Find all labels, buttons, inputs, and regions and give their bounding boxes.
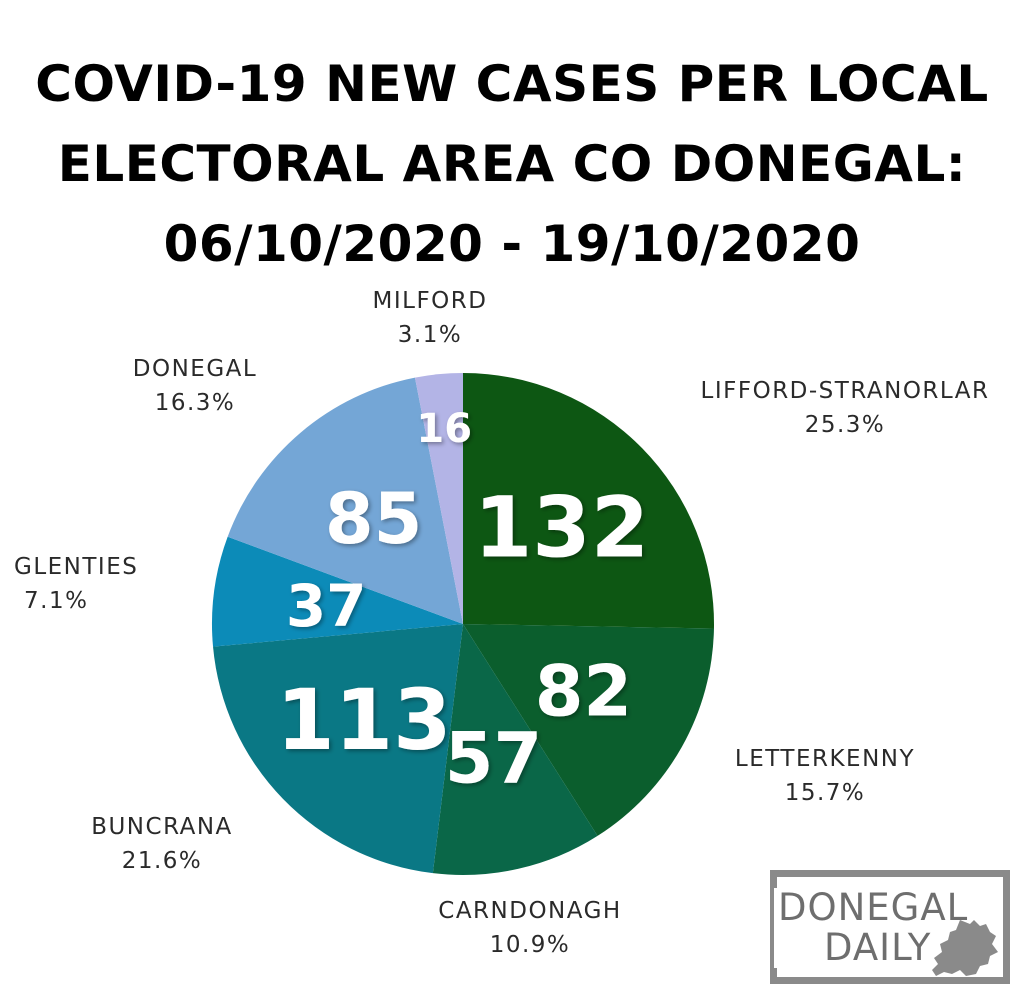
slice-value-letterkenny: 82: [535, 651, 632, 733]
title-line-1: COVID-19 NEW CASES PER LOCAL: [35, 55, 989, 113]
label-name: LIFFORD-STRANORLAR: [700, 378, 990, 404]
logo-line-1: DONEGAL: [778, 886, 969, 929]
page-title: COVID-19 NEW CASES PER LOCAL ELECTORAL A…: [0, 44, 1024, 284]
pie-slice-lifford-stranorlar: [463, 373, 715, 629]
label-percent: 21.6%: [121, 848, 203, 874]
label-percent: 10.9%: [489, 932, 571, 958]
pie-slice-carndonagh: [432, 624, 598, 875]
pie-slice-donegal: [227, 377, 463, 624]
label-name: GLENTIES: [14, 554, 139, 580]
donegal-map-icon: [932, 920, 998, 976]
title-line-2: ELECTORAL AREA CO DONEGAL:: [57, 135, 967, 193]
label-name: DONEGAL: [132, 356, 258, 382]
donegal-daily-logo: DONEGAL DAILY: [770, 870, 1015, 988]
logo-line-2: DAILY: [824, 926, 932, 969]
label-name: LETTERKENNY: [734, 746, 916, 772]
slice-value-milford: 16: [416, 406, 472, 452]
slice-value-buncrana: 113: [276, 671, 451, 769]
logo-frame: [770, 870, 1010, 984]
pie-slice-buncrana: [213, 624, 463, 874]
pie-slice-glenties: [211, 536, 463, 647]
label-name: MILFORD: [372, 288, 488, 314]
label-lifford-stranorlar: LIFFORD-STRANORLAR 25.3%: [685, 374, 1005, 442]
title-line-3: 06/10/2020 - 19/10/2020: [163, 215, 861, 273]
label-carndonagh: CARNDONAGH 10.9%: [420, 894, 640, 962]
label-milford: MILFORD 3.1%: [355, 284, 505, 352]
slice-value-lifford-stranorlar: 132: [474, 478, 649, 576]
label-percent: 25.3%: [804, 412, 886, 438]
label-percent: 15.7%: [784, 780, 866, 806]
slice-value-glenties: 37: [286, 572, 367, 640]
label-percent: 7.1%: [24, 588, 89, 614]
pie-slice-letterkenny: [463, 624, 714, 836]
label-name: BUNCRANA: [91, 814, 233, 840]
label-percent: 3.1%: [397, 322, 463, 348]
label-letterkenny: LETTERKENNY 15.7%: [720, 742, 930, 810]
slice-value-carndonagh: 57: [445, 718, 542, 800]
label-name: CARNDONAGH: [438, 898, 622, 924]
label-buncrana: BUNCRANA 21.6%: [72, 810, 252, 878]
slice-value-donegal: 85: [325, 478, 422, 560]
label-donegal: DONEGAL 16.3%: [110, 352, 280, 420]
label-percent: 16.3%: [154, 390, 236, 416]
label-glenties: GLENTIES 7.1%: [14, 550, 164, 618]
pie-slice-milford: [414, 373, 463, 624]
